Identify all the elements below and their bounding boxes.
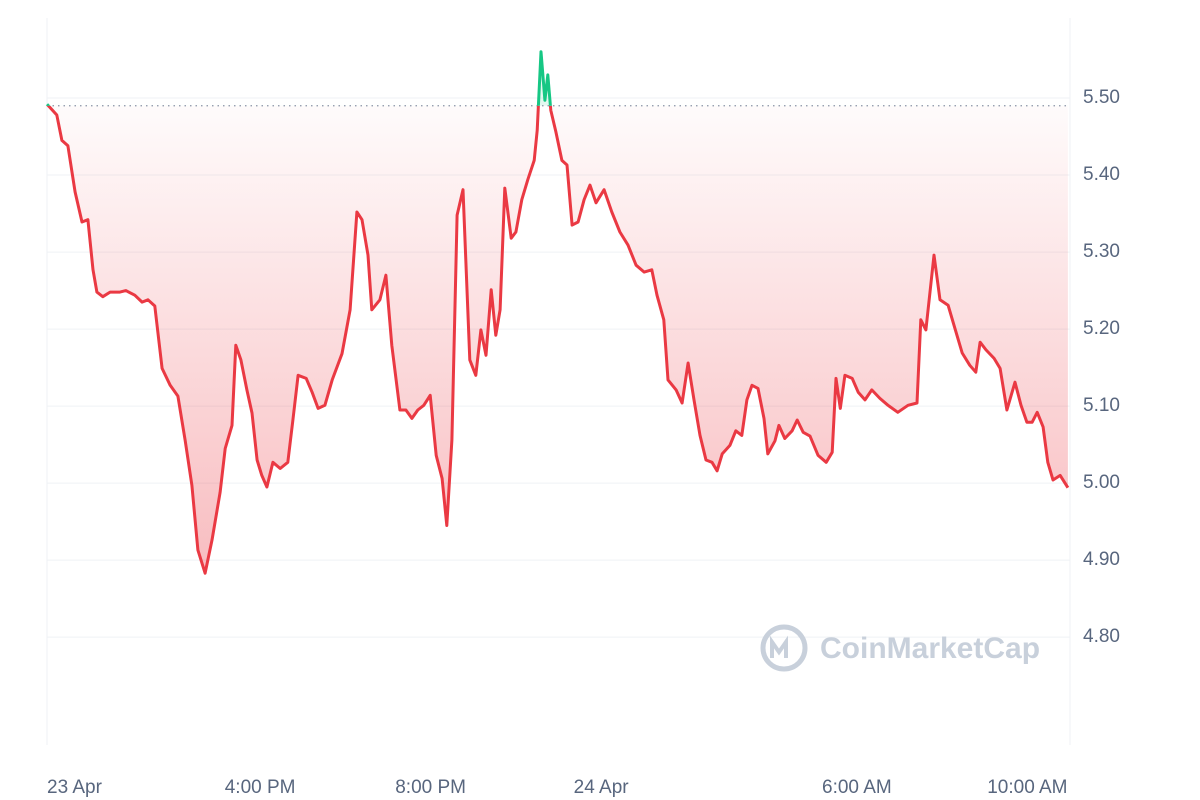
x-tick-label: 10:00 AM xyxy=(987,777,1067,798)
y-tick-label: 4.90 xyxy=(1083,549,1120,570)
x-tick-label: 8:00 PM xyxy=(395,777,466,798)
x-tick-label: 4:00 PM xyxy=(225,777,296,798)
x-tick-label: 6:00 AM xyxy=(822,777,892,798)
watermark-text: CoinMarketCap xyxy=(820,632,1040,665)
y-tick-label: 4.80 xyxy=(1083,626,1120,647)
y-tick-label: 5.00 xyxy=(1083,472,1120,493)
price-line-up xyxy=(45,50,552,106)
area-below xyxy=(48,105,1068,574)
y-tick-label: 5.10 xyxy=(1083,395,1120,416)
y-tick-label: 5.50 xyxy=(1083,87,1120,108)
logo xyxy=(760,624,808,672)
watermark: CoinMarketCap xyxy=(760,624,1040,672)
logo-mark xyxy=(770,635,788,658)
x-tick-label: 24 Apr xyxy=(574,777,630,798)
y-tick-label: 5.30 xyxy=(1083,241,1120,262)
y-tick-label: 5.20 xyxy=(1083,318,1120,339)
price-line-down xyxy=(46,105,1070,575)
y-tick-label: 5.40 xyxy=(1083,164,1120,185)
x-tick-label: 23 Apr xyxy=(47,777,103,798)
